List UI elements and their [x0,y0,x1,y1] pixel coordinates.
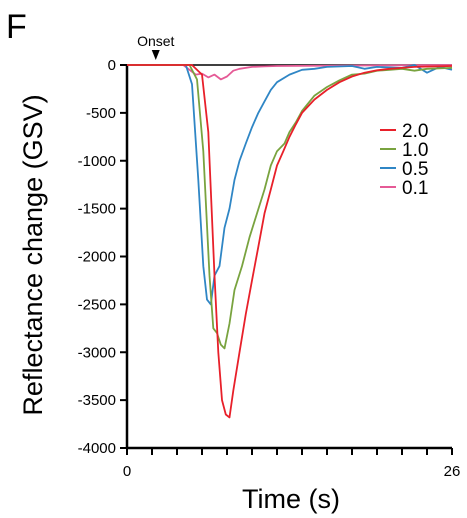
legend-label: 0.5 [402,159,428,180]
plot-lines [127,64,453,419]
x-axis: 0 26 [123,446,461,480]
y-tick-label: -2500 [78,296,116,313]
y-tick-label: -4000 [78,440,116,457]
onset-annotation: Onset [137,33,175,60]
x-axis-title: Time (s) [242,484,340,514]
x-tick-label: 26 [444,463,461,480]
panel-letter: F [6,8,27,46]
series-line-0.5 [127,64,453,306]
legend-label: 2.0 [402,121,428,142]
y-tick-label: -3500 [78,392,116,409]
legend: 2.01.00.50.1 [380,121,428,199]
onset-marker [151,50,160,60]
legend-label: 0.1 [402,178,428,199]
y-axis-title: Reflectance change (GSV) [18,94,48,415]
y-tick-label: -500 [86,105,116,122]
y-tick-label: -2000 [78,249,116,266]
x-tick-label: 0 [123,463,131,480]
y-tick-label: -3000 [78,344,116,361]
y-tick-label: -1000 [78,153,116,170]
series-line-0.1 [127,64,453,81]
y-tick-label: -1500 [78,201,116,218]
y-tick-label: 0 [108,57,116,74]
y-axis: 0 -500 -1000 -1500 -2000 -2500 -3000 -3500 -4000 [78,57,129,457]
onset-label: Onset [137,33,174,49]
series-line-1.0 [127,64,453,350]
legend-label: 1.0 [402,140,428,161]
series-line-2.0 [127,64,453,419]
